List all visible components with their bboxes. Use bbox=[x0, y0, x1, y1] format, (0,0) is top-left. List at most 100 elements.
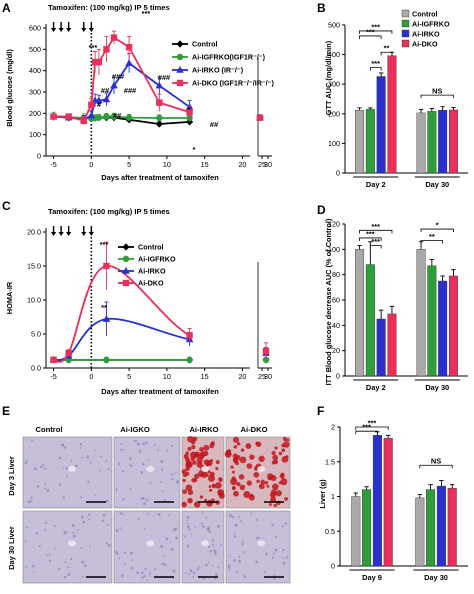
lipid-droplet bbox=[233, 445, 238, 449]
chart-b-significance-label: *** bbox=[371, 59, 380, 68]
chart-a-xtick-label: 0 bbox=[89, 160, 93, 169]
chart-b-legend-swatch-gray bbox=[401, 9, 410, 18]
nucleus-dot bbox=[142, 463, 145, 466]
chart-c-xtick-label: 5 bbox=[127, 372, 131, 381]
nucleus-dot bbox=[94, 494, 97, 497]
panel-label-f: F bbox=[317, 404, 324, 418]
chart-a-injection-arrowhead bbox=[50, 28, 57, 32]
nucleus-dot bbox=[88, 513, 91, 516]
nucleus-dot bbox=[163, 499, 166, 502]
nucleus-dot bbox=[144, 567, 147, 570]
nucleus-dot bbox=[274, 548, 278, 552]
nucleus-dot bbox=[227, 565, 231, 569]
chart-a-point-dko bbox=[186, 109, 193, 116]
nucleus-dot bbox=[133, 439, 137, 443]
nucleus-dot bbox=[236, 524, 238, 527]
chart-b-bar-gray bbox=[355, 110, 365, 174]
nucleus-dot bbox=[58, 456, 62, 460]
chart-a-point-dko bbox=[65, 113, 72, 120]
histology-row-day3: Day 3 Liver bbox=[7, 456, 16, 496]
nucleus-dot bbox=[208, 561, 210, 564]
lipid-droplet bbox=[232, 457, 238, 463]
nucleus-dot bbox=[89, 461, 92, 464]
lipid-droplet bbox=[266, 484, 270, 488]
lipid-droplet bbox=[181, 469, 187, 475]
nucleus-dot bbox=[120, 574, 124, 578]
chart-a-point-igfrko bbox=[110, 113, 118, 120]
lipid-droplet bbox=[284, 496, 288, 501]
nucleus-dot bbox=[176, 482, 179, 485]
chart-a-point-igfrko bbox=[156, 114, 163, 122]
nucleus-dot bbox=[213, 549, 217, 553]
lipid-droplet bbox=[208, 484, 212, 488]
chart-f-bar-igfrko bbox=[362, 489, 372, 567]
chart-c-legend-label: Ai-DKO bbox=[138, 279, 164, 288]
chart-a-title: Tamoxifen: (100 mg/kg) IP 5 times bbox=[48, 3, 170, 12]
nucleus-dot bbox=[188, 528, 191, 531]
chart-f-significance-label: NS bbox=[431, 457, 441, 466]
lipid-droplet bbox=[185, 466, 190, 472]
nucleus-dot bbox=[70, 460, 73, 463]
chart-d-bar-igfrko bbox=[427, 265, 437, 377]
nucleus-dot bbox=[79, 447, 82, 450]
chart-a-ytick-label: 100 bbox=[29, 130, 41, 139]
histology-row-day30: Day 30 Liver bbox=[7, 526, 16, 570]
lipid-droplet bbox=[230, 478, 238, 486]
nucleus-dot bbox=[70, 557, 73, 561]
chart-b-significance-bracket bbox=[359, 35, 382, 39]
nucleus-dot bbox=[153, 568, 157, 571]
chart-d-ytick-label: 100 bbox=[328, 245, 340, 254]
histology-header-igko: Ai-IGKO bbox=[120, 425, 150, 434]
chart-a-injection-arrowhead bbox=[81, 28, 87, 32]
nucleus-dot bbox=[137, 517, 140, 520]
histology-image bbox=[22, 510, 113, 584]
chart-c-xlabel: Days after treatment of tamoxifen bbox=[101, 387, 219, 396]
chart-c-point-dko bbox=[50, 356, 57, 364]
chart-f-bar-dko bbox=[447, 487, 457, 567]
chart-a-ytick-label: 600 bbox=[29, 24, 41, 33]
lipid-droplet bbox=[182, 489, 187, 495]
chart-a-point-igfrko bbox=[103, 113, 110, 120]
chart-b-significance-bracket bbox=[359, 30, 393, 34]
chart-c-legend-label: Ai-IRKO bbox=[138, 267, 166, 276]
lipid-droplet bbox=[285, 455, 289, 459]
nucleus-dot bbox=[273, 552, 275, 555]
nucleus-dot bbox=[45, 521, 48, 525]
chart-a-ytick-label: 400 bbox=[29, 66, 41, 75]
vessel-lumen bbox=[146, 465, 155, 472]
chart-b-significance-label: NS bbox=[432, 87, 442, 96]
nucleus-dot bbox=[153, 443, 156, 446]
nucleus-dot bbox=[185, 572, 187, 574]
nucleus-dot bbox=[255, 560, 259, 564]
chart-a-xtick-label: 25 bbox=[258, 160, 266, 169]
nucleus-dot bbox=[273, 577, 276, 581]
lipid-droplet bbox=[204, 498, 208, 502]
chart-a-ytick-label: 200 bbox=[29, 109, 41, 118]
lipid-droplet bbox=[264, 481, 269, 485]
nucleus-dot bbox=[166, 449, 169, 452]
lipid-droplet bbox=[232, 436, 240, 443]
nucleus-dot bbox=[205, 563, 208, 567]
lipid-droplet bbox=[233, 490, 239, 497]
chart-b-legend-label: Ai-DKO bbox=[412, 40, 438, 49]
nucleus-dot bbox=[53, 525, 56, 528]
chart-d-bar-irko bbox=[376, 318, 386, 377]
nucleus-dot bbox=[188, 572, 191, 575]
nucleus-dot bbox=[53, 547, 56, 550]
nucleus-dot bbox=[283, 557, 285, 560]
lipid-droplet bbox=[243, 490, 251, 499]
chart-c-point-igfrko bbox=[262, 356, 270, 364]
lipid-droplet bbox=[236, 441, 241, 446]
lipid-droplet bbox=[258, 455, 265, 462]
chart-c-series-line-dko bbox=[53, 265, 190, 363]
chart-a-point-irko bbox=[102, 95, 111, 103]
panel-label-e: E bbox=[2, 404, 10, 418]
chart-a-legend-marker-dko bbox=[176, 79, 184, 87]
lipid-droplet bbox=[230, 465, 234, 469]
chart-c-point-dko bbox=[186, 332, 193, 339]
nucleus-dot bbox=[130, 566, 134, 570]
nucleus-dot bbox=[170, 444, 173, 448]
nucleus-dot bbox=[161, 490, 164, 493]
nucleus-dot bbox=[236, 570, 239, 573]
